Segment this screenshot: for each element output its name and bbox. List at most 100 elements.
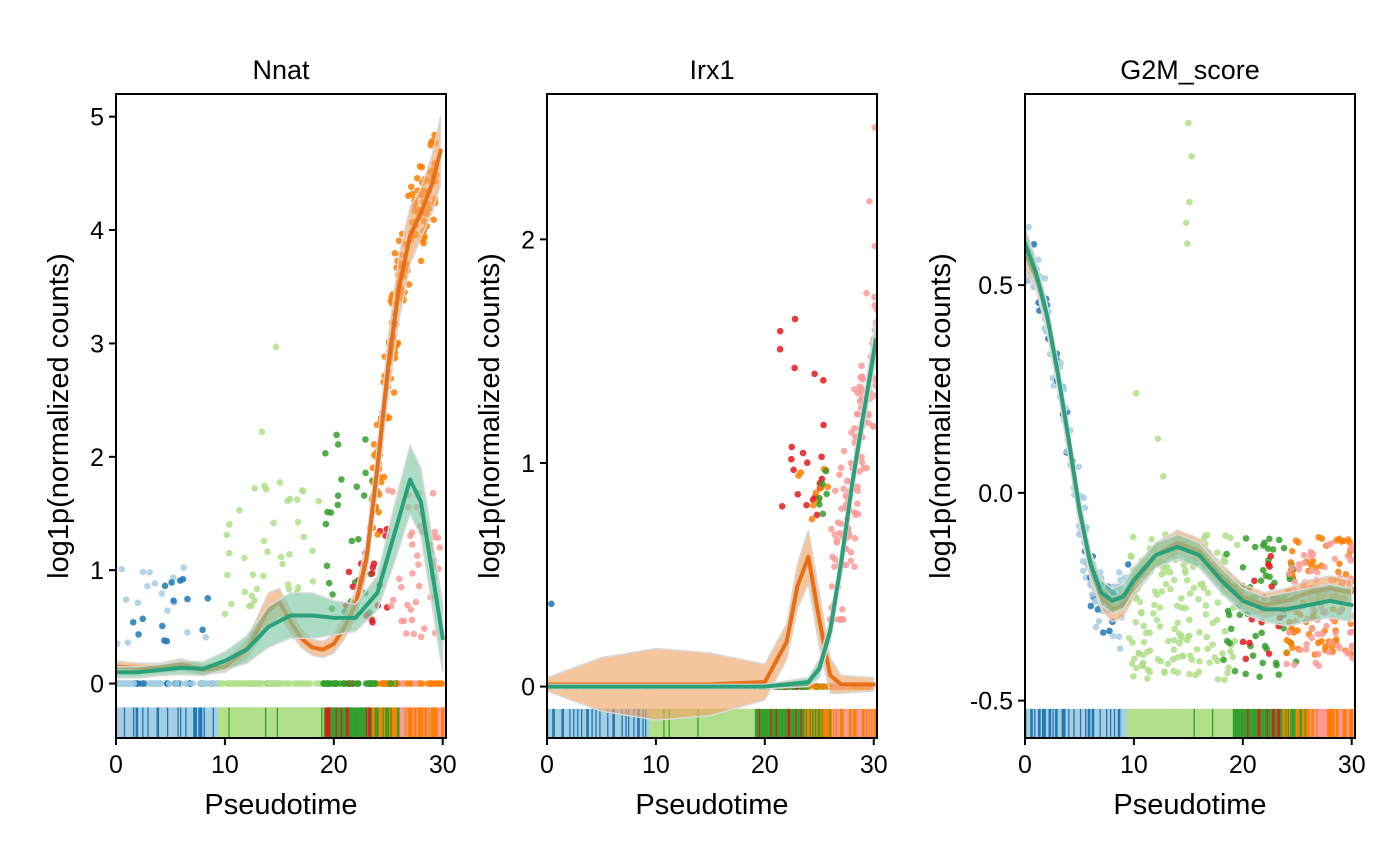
data-point — [412, 598, 420, 606]
data-point — [1092, 623, 1100, 631]
rug-tick — [807, 708, 809, 738]
rug-tick — [663, 708, 665, 738]
rug-tick — [207, 707, 210, 738]
rug-tick — [419, 707, 421, 738]
data-point — [140, 680, 147, 687]
data-point — [1139, 659, 1147, 667]
data-point — [408, 616, 416, 624]
rug-tick — [787, 708, 790, 738]
data-point — [1204, 589, 1212, 597]
data-point — [1287, 559, 1295, 566]
data-point — [1193, 646, 1201, 653]
rug-tick — [246, 707, 249, 738]
data-point — [1300, 551, 1308, 559]
data-point — [183, 629, 191, 636]
rug-tick — [586, 708, 588, 738]
rug-tick — [775, 708, 778, 738]
data-point — [839, 606, 846, 613]
smooth-series-1 — [116, 116, 443, 676]
rug-tick — [847, 708, 850, 738]
data-point — [1186, 670, 1193, 678]
rug-tick — [621, 708, 624, 738]
rug-tick — [773, 708, 775, 738]
data-point — [1294, 627, 1301, 634]
rug-tick — [871, 708, 873, 738]
rug-tick — [861, 708, 864, 738]
rug-tick — [765, 708, 767, 738]
data-point — [420, 239, 427, 247]
rug-tick — [814, 708, 817, 738]
rug-tick — [777, 708, 779, 738]
data-point — [258, 428, 266, 436]
data-point — [253, 585, 261, 593]
rug-tick — [799, 708, 801, 738]
data-point — [134, 599, 142, 607]
data-point — [820, 377, 827, 384]
data-point — [1252, 632, 1259, 640]
rug-tick — [186, 707, 189, 738]
rug-tick — [631, 708, 634, 738]
x-tick-label: 10 — [642, 751, 670, 779]
data-point — [872, 392, 877, 399]
rug-tick — [1171, 708, 1173, 738]
rug-tick — [809, 708, 812, 738]
data-point — [410, 630, 418, 638]
rug-tick — [248, 707, 250, 738]
rug-tick — [637, 708, 639, 738]
data-point — [1195, 595, 1202, 603]
rug-tick — [1056, 708, 1058, 738]
rug-tick — [1210, 708, 1213, 738]
y-tick-label: 5 — [90, 104, 104, 132]
rug-tick — [1074, 708, 1077, 738]
data-point — [1328, 639, 1335, 646]
rug-tick — [1132, 708, 1134, 738]
rug-tick — [701, 708, 703, 738]
rug-tick — [376, 707, 378, 738]
data-point — [847, 549, 855, 556]
data-point — [124, 639, 132, 646]
rug-tick — [1062, 708, 1065, 738]
data-point — [820, 421, 827, 429]
data-point — [364, 680, 372, 687]
rug-tick — [413, 707, 416, 738]
rug-tick — [664, 708, 667, 738]
rug-tick — [1262, 708, 1265, 738]
rug-tick — [407, 707, 410, 738]
y-axis-label: log1p(normalized counts) — [43, 253, 75, 579]
rug-tick — [848, 708, 851, 738]
rug-tick — [1343, 708, 1346, 738]
rug-tick — [1279, 708, 1282, 738]
data-point — [1242, 670, 1249, 678]
x-tick-label: 20 — [1229, 751, 1257, 779]
rug-strip — [116, 707, 446, 738]
data-point — [1295, 565, 1303, 573]
data-point — [803, 459, 811, 467]
rug-tick — [1337, 708, 1339, 738]
data-point — [1154, 656, 1162, 663]
data-point — [404, 601, 411, 609]
rug-tick — [268, 707, 271, 738]
data-point — [1322, 643, 1329, 650]
data-point — [1162, 580, 1170, 588]
rug-tick — [1112, 708, 1115, 738]
rug-tick — [811, 708, 813, 738]
rug-tick — [643, 708, 646, 738]
data-point — [269, 680, 277, 687]
rug-tick — [630, 708, 633, 738]
rug-tick — [315, 707, 318, 738]
data-point — [1186, 616, 1193, 624]
data-point — [1099, 629, 1107, 636]
data-point — [548, 600, 555, 608]
y-tick-label: 0.0 — [978, 480, 1013, 508]
rug-tick — [851, 708, 854, 738]
data-point — [294, 518, 302, 526]
y-tick-label: 2 — [521, 226, 535, 254]
rug-tick — [792, 708, 795, 738]
data-point — [1144, 675, 1151, 682]
rug-tick — [325, 707, 327, 738]
rug-tick — [616, 708, 618, 738]
rug-tick — [242, 707, 245, 738]
rug-tick — [722, 708, 724, 738]
rug-tick — [1353, 708, 1355, 738]
rug-tick — [1146, 708, 1149, 738]
